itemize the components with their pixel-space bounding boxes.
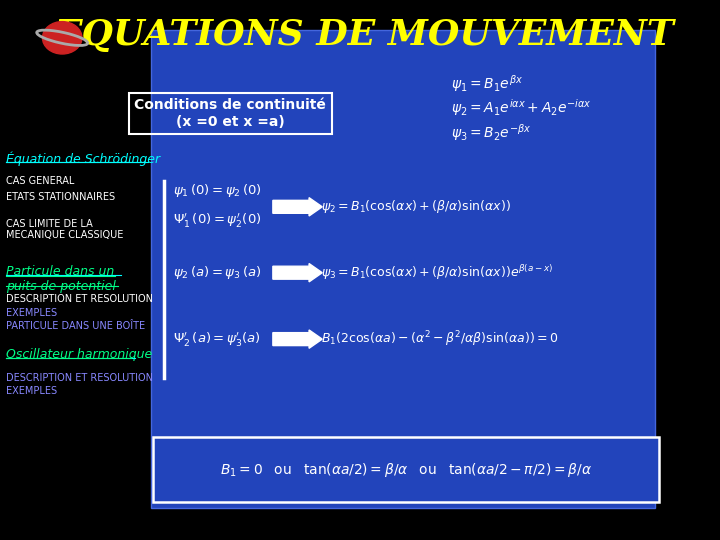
Text: Équation de Schrödinger: Équation de Schrödinger	[6, 151, 161, 166]
Text: $B_1 = 0\;\;$ ou $\;\;\tan(\alpha a/2) = \beta/\alpha\;\;$ ou $\;\;\tan(\alpha a: $B_1 = 0\;\;$ ou $\;\;\tan(\alpha a/2) =…	[220, 461, 592, 479]
Text: $B_1(2\cos(\alpha a)-(\alpha^2-\beta^2/\alpha\beta)\sin(\alpha a)) = 0$: $B_1(2\cos(\alpha a)-(\alpha^2-\beta^2/\…	[321, 329, 558, 349]
FancyArrow shape	[273, 198, 323, 216]
Text: Oscillateur harmonique: Oscillateur harmonique	[6, 348, 153, 361]
Text: $\psi_1\,(0) = \psi_2\,(0)$: $\psi_1\,(0) = \psi_2\,(0)$	[173, 182, 262, 199]
FancyArrow shape	[273, 330, 323, 348]
Text: CAS GENERAL: CAS GENERAL	[6, 176, 75, 186]
Text: $\psi_1 = B_1 e^{\beta x}$: $\psi_1 = B_1 e^{\beta x}$	[451, 73, 523, 94]
Text: Conditions de continuité
(x =0 et x =a): Conditions de continuité (x =0 et x =a)	[134, 98, 326, 129]
FancyBboxPatch shape	[151, 30, 654, 508]
Text: DESCRIPTION ET RESOLUTION: DESCRIPTION ET RESOLUTION	[6, 373, 153, 383]
Circle shape	[42, 22, 82, 54]
Text: $\Psi_2^{\prime}\,(a) = \psi_3^{\prime}(a)$: $\Psi_2^{\prime}\,(a) = \psi_3^{\prime}(…	[173, 330, 261, 348]
Text: DESCRIPTION ET RESOLUTION: DESCRIPTION ET RESOLUTION	[6, 294, 153, 305]
Text: EXEMPLES: EXEMPLES	[6, 308, 58, 318]
Text: Particule dans un
puits de potentiel: Particule dans un puits de potentiel	[6, 265, 116, 293]
Text: $\psi_3 = B_1(\cos(\alpha x)+(\beta/\alpha)\sin(\alpha x))e^{\beta(a-x)}$: $\psi_3 = B_1(\cos(\alpha x)+(\beta/\alp…	[321, 263, 553, 282]
Text: ETATS STATIONNAIRES: ETATS STATIONNAIRES	[6, 192, 115, 202]
Text: $\Psi_1^{\prime}\,(0) = \psi_2^{\prime}(0)$: $\Psi_1^{\prime}\,(0) = \psi_2^{\prime}(…	[173, 211, 261, 230]
Text: PARTICULE DANS UNE BOÎTE: PARTICULE DANS UNE BOÎTE	[6, 321, 145, 332]
Text: EXEMPLES: EXEMPLES	[6, 386, 58, 396]
Text: $\psi_2 = A_1 e^{i\alpha x} + A_2 e^{-i\alpha x}$: $\psi_2 = A_1 e^{i\alpha x} + A_2 e^{-i\…	[451, 98, 591, 118]
FancyArrow shape	[273, 264, 323, 282]
Text: CAS LIMITE DE LA
MECANIQUE CLASSIQUE: CAS LIMITE DE LA MECANIQUE CLASSIQUE	[6, 219, 124, 240]
Text: EQUATIONS DE MOUVEMENT: EQUATIONS DE MOUVEMENT	[55, 18, 675, 52]
Text: $\psi_2 = B_1(\cos(\alpha x)+(\beta/\alpha)\sin(\alpha x))$: $\psi_2 = B_1(\cos(\alpha x)+(\beta/\alp…	[321, 198, 511, 215]
FancyBboxPatch shape	[153, 437, 659, 502]
Text: $\psi_3 = B_2 e^{-\beta x}$: $\psi_3 = B_2 e^{-\beta x}$	[451, 122, 531, 143]
Text: $\psi_2\,(a) = \psi_3\,(a)$: $\psi_2\,(a) = \psi_3\,(a)$	[173, 264, 261, 281]
